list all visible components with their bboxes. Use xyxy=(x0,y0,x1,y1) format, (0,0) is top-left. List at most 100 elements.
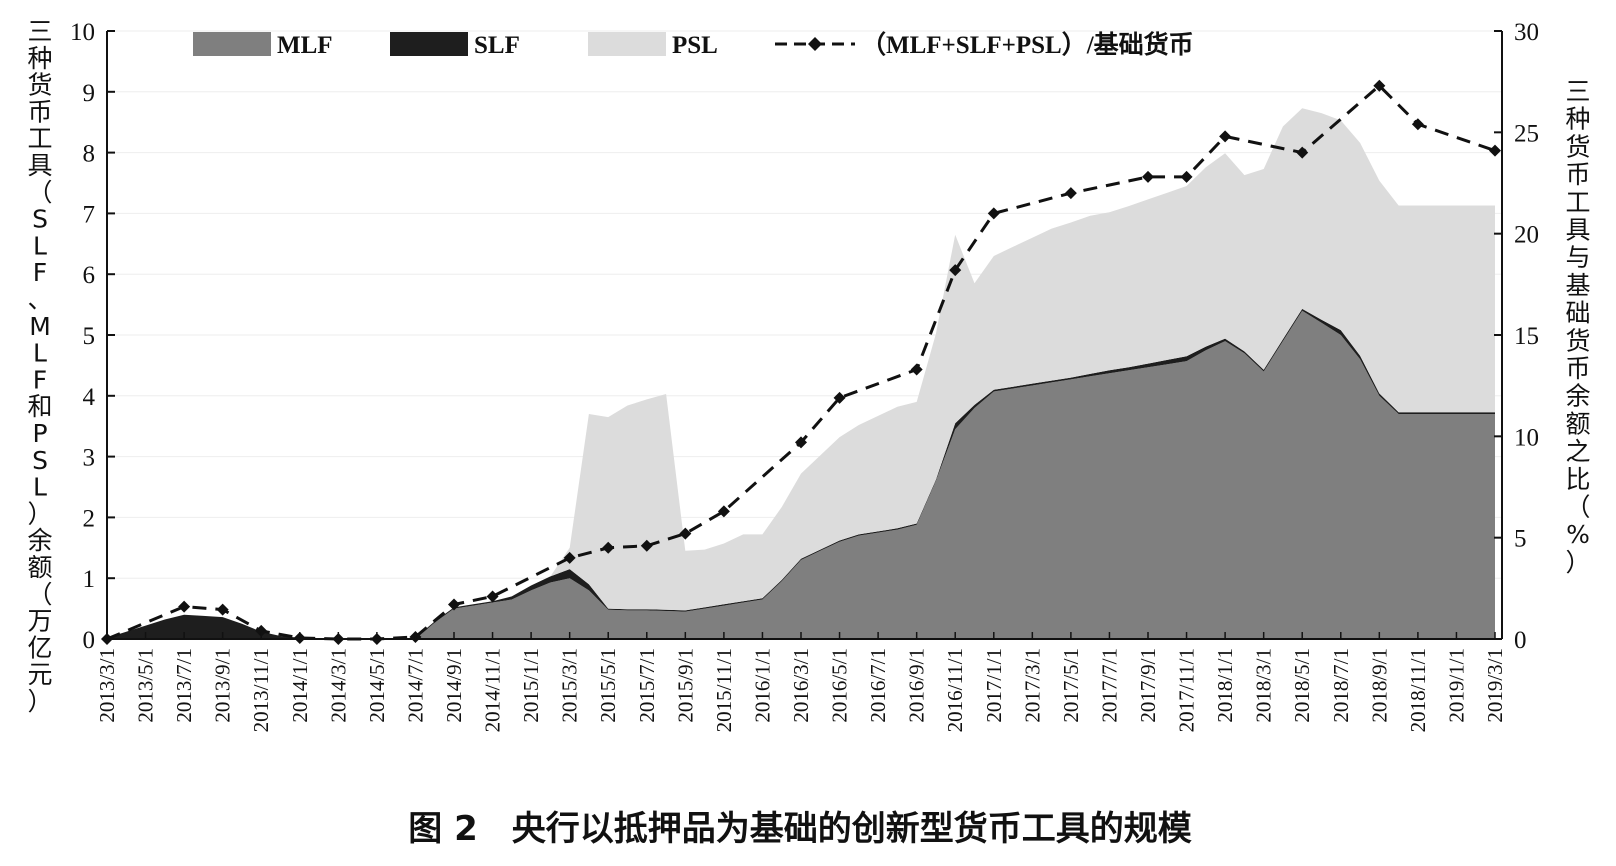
ratio-point-25 xyxy=(1373,79,1386,92)
left-tick-label-0: 0 xyxy=(83,627,96,654)
ratio-point-19 xyxy=(987,207,1000,220)
x-tick-label-4: 2013/11/1 xyxy=(249,648,273,732)
ratio-point-24 xyxy=(1296,146,1309,159)
grid-lines xyxy=(107,30,1502,579)
x-tick-label-23: 2017/1/1 xyxy=(982,648,1006,723)
ratio-point-23 xyxy=(1219,130,1232,143)
left-tick-label-5: 5 xyxy=(83,323,96,350)
left-tick-label-2: 2 xyxy=(83,505,96,532)
right-tick-label-3: 15 xyxy=(1514,323,1539,350)
x-tick-label-6: 2014/3/1 xyxy=(326,648,350,723)
x-tick-label-32: 2018/7/1 xyxy=(1329,648,1353,723)
x-tick-label-13: 2015/5/1 xyxy=(596,648,620,723)
x-tick-label-14: 2015/7/1 xyxy=(635,648,659,723)
legend-label-slf: SLF xyxy=(474,32,520,59)
ratio-point-26 xyxy=(1411,118,1424,131)
psl-area xyxy=(107,108,1495,639)
x-tick-label-17: 2016/1/1 xyxy=(750,648,774,723)
x-tick-label-31: 2018/5/1 xyxy=(1290,648,1314,723)
x-tick-label-34: 2018/11/1 xyxy=(1406,648,1430,732)
ratio-point-20 xyxy=(1064,187,1077,200)
x-tick-label-29: 2018/1/1 xyxy=(1213,648,1237,723)
ratio-point-14 xyxy=(717,505,730,518)
right-axis-title-text: 三种货币工具与基础货币余额之比（%） xyxy=(1565,77,1590,577)
x-tick-label-36: 2019/3/1 xyxy=(1483,648,1507,723)
legend-swatch-slf xyxy=(390,32,468,56)
ratio-point-13 xyxy=(679,527,692,540)
x-tick-label-12: 2015/3/1 xyxy=(558,648,582,723)
x-tick-label-2: 2013/7/1 xyxy=(172,648,196,723)
right-tick-label-5: 25 xyxy=(1514,120,1539,147)
ratio-point-2 xyxy=(216,603,229,616)
right-y-tick-labels: 0 5 10 15 20 25 30 xyxy=(1494,19,1539,654)
x-tick-label-25: 2017/5/1 xyxy=(1059,648,1083,723)
x-tick-label-33: 2018/9/1 xyxy=(1367,648,1391,723)
left-y-tick-labels: 0 1 2 3 4 5 6 7 8 9 10 xyxy=(70,19,115,654)
x-tick-label-19: 2016/5/1 xyxy=(828,648,852,723)
right-tick-label-4: 20 xyxy=(1514,222,1539,249)
x-tick-label-22: 2016/11/1 xyxy=(943,648,967,732)
ratio-point-22 xyxy=(1180,170,1193,183)
left-tick-label-4: 4 xyxy=(83,384,96,411)
x-tick-label-9: 2014/9/1 xyxy=(442,648,466,723)
area-series xyxy=(107,108,1495,639)
ratio-point-21 xyxy=(1142,170,1154,183)
left-tick-label-8: 8 xyxy=(83,141,96,168)
ratio-point-3 xyxy=(255,624,268,637)
legend-label-psl: PSL xyxy=(672,32,718,59)
left-tick-label-6: 6 xyxy=(83,262,96,289)
right-tick-label-2: 10 xyxy=(1514,424,1539,451)
ratio-point-9 xyxy=(486,590,499,603)
ratio-point-15 xyxy=(795,436,807,449)
x-tick-label-24: 2017/3/1 xyxy=(1020,648,1044,723)
ratio-point-18 xyxy=(949,264,962,277)
ratio-point-10 xyxy=(563,551,576,564)
x-tick-label-5: 2014/1/1 xyxy=(288,648,312,723)
x-tick-label-18: 2016/3/1 xyxy=(789,648,813,723)
x-tick-label-21: 2016/9/1 xyxy=(905,648,929,723)
ratio-point-12 xyxy=(640,539,653,552)
x-tick-label-35: 2019/1/1 xyxy=(1444,648,1468,723)
x-tick-label-20: 2016/7/1 xyxy=(866,648,890,723)
x-tick-label-8: 2014/7/1 xyxy=(403,648,427,723)
legend-label-ratio: （MLF+SLF+PSL）/基础货币 xyxy=(861,30,1194,59)
left-tick-label-7: 7 xyxy=(83,201,96,228)
left-tick-label-3: 3 xyxy=(83,445,96,472)
x-tick-label-7: 2014/5/1 xyxy=(365,648,389,723)
x-tick-labels: 2013/3/1 2013/5/1 2013/7/1 2013/9/1 2013/11/… xyxy=(95,632,1507,732)
left-axis-title: 三种货币工具（ S L F、 M L F 和 P S L ）余额（万亿元） xyxy=(27,17,52,716)
chart-title: 图 2 央行以抵押品为基础的创新型货币工具的规模 xyxy=(408,809,1192,849)
legend-label-mlf: MLF xyxy=(277,32,333,59)
right-tick-label-6: 30 xyxy=(1514,19,1539,46)
legend-ratio-diamond xyxy=(808,37,822,51)
ratio-point-17 xyxy=(910,363,923,376)
legend-swatch-mlf xyxy=(193,32,271,56)
left-tick-label-10: 10 xyxy=(70,19,95,46)
legend: MLF SLF PSL （MLF+SLF+PSL）/基础货币 xyxy=(193,30,1194,59)
x-tick-label-3: 2013/9/1 xyxy=(211,648,235,723)
x-tick-label-28: 2017/11/1 xyxy=(1175,648,1199,732)
x-tick-label-15: 2015/9/1 xyxy=(673,648,697,723)
right-axis-title: 三种货币工具与基础货币余额之比（%） xyxy=(1565,77,1590,577)
ratio-point-16 xyxy=(833,391,846,404)
mlf-area xyxy=(107,310,1495,639)
left-tick-label-1: 1 xyxy=(83,566,96,593)
x-tick-label-16: 2015/11/1 xyxy=(712,648,736,732)
x-tick-label-27: 2017/9/1 xyxy=(1136,648,1160,723)
ratio-point-27 xyxy=(1489,144,1501,157)
x-tick-label-26: 2017/7/1 xyxy=(1097,648,1121,723)
x-tick-label-1: 2013/5/1 xyxy=(134,648,158,723)
ratio-point-11 xyxy=(602,541,615,554)
right-tick-label-0: 0 xyxy=(1514,627,1527,654)
left-tick-label-9: 9 xyxy=(83,80,96,107)
x-tick-label-11: 2015/1/1 xyxy=(519,648,543,723)
x-tick-label-10: 2014/11/1 xyxy=(481,648,505,732)
left-axis-title-text: 三种货币工具（ S L F、 M L F 和 P S L ）余额（万亿元） xyxy=(27,17,52,716)
ratio-point-1 xyxy=(178,600,191,613)
legend-swatch-psl xyxy=(588,32,666,56)
ratio-point-8 xyxy=(448,598,460,611)
x-tick-label-30: 2018/3/1 xyxy=(1252,648,1276,723)
x-tick-label-0: 2013/3/1 xyxy=(95,648,119,723)
right-tick-label-1: 5 xyxy=(1514,526,1527,553)
